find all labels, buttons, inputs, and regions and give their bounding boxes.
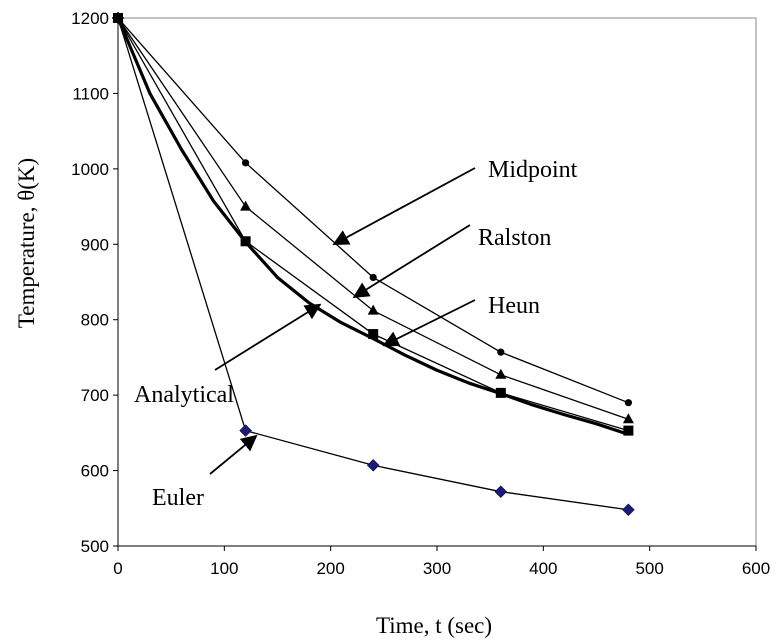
midpoint-label: Midpoint: [488, 157, 578, 183]
euler-point: [622, 503, 635, 517]
axes: 0 100 200 300 400 500 600 500 600 700 800 900 1000 11…: [71, 9, 770, 578]
midpoint-point: [242, 159, 250, 167]
heun-label: Heun: [488, 293, 540, 319]
x-tick-label: 500: [635, 559, 663, 578]
x-tick-label: 600: [742, 559, 770, 578]
euler-line: [117, 17, 629, 511]
midpoint-point: [114, 14, 122, 22]
x-tick-label: 100: [210, 559, 238, 578]
series-midpoint: [114, 14, 633, 407]
series-euler: [111, 11, 635, 517]
heun-arrow: [382, 299, 476, 347]
midpoint-line: [117, 17, 629, 404]
heun-point: [368, 329, 379, 340]
ralston-point: [240, 200, 252, 211]
midpoint-point: [624, 399, 633, 407]
y-tick-label: 600: [81, 462, 109, 481]
analytical-arrow: [214, 303, 322, 371]
series-ralston: [112, 12, 634, 424]
ralston-point: [367, 304, 379, 315]
x-tick-label: 0: [113, 559, 122, 578]
y-tick-label: 700: [81, 386, 109, 405]
annotation-midpoint: Midpoint: [332, 157, 578, 246]
midpoint-point: [497, 348, 505, 356]
annotation-heun: Heun: [382, 293, 540, 347]
annotations: Midpoint Ralston Heun Analytical Euler: [134, 157, 578, 511]
heun-point: [240, 236, 251, 247]
y-tick-label: 1100: [72, 84, 109, 103]
heun-point: [495, 387, 506, 398]
midpoint-point: [369, 273, 377, 282]
euler-point: [366, 458, 380, 472]
ralston-line: [117, 17, 629, 420]
analytical-label: Analytical: [134, 382, 234, 408]
euler-point: [239, 424, 252, 437]
ralston-label: Ralston: [478, 225, 551, 251]
y-tick-label: 500: [81, 537, 109, 556]
annotation-euler: Euler: [152, 434, 258, 511]
x-axis-title: Time, t (sec): [376, 613, 492, 638]
ralston-point: [622, 413, 634, 424]
heun-point: [623, 425, 634, 436]
series-layer: [111, 11, 635, 517]
ralston-point: [495, 368, 507, 379]
euler-point: [494, 485, 508, 499]
x-tick-label: 300: [423, 559, 451, 578]
x-tick-label: 400: [529, 559, 557, 578]
midpoint-arrow: [332, 167, 476, 246]
y-tick-label: 1000: [71, 160, 109, 179]
x-tick-label: 200: [316, 559, 344, 578]
y-tick-label: 1200: [71, 9, 109, 28]
heun-line: [117, 17, 629, 432]
series-heun: [113, 13, 634, 436]
plot-frame: [117, 17, 757, 547]
y-tick-label: 900: [81, 235, 109, 254]
annotation-analytical: Analytical: [134, 303, 322, 408]
y-tick-label: 800: [81, 311, 109, 330]
ralston-arrow: [352, 224, 471, 298]
annotation-ralston: Ralston: [352, 224, 551, 298]
euler-arrow: [209, 434, 258, 475]
y-axis-title: Temperature, θ(K): [14, 158, 39, 328]
euler-label: Euler: [152, 485, 204, 511]
